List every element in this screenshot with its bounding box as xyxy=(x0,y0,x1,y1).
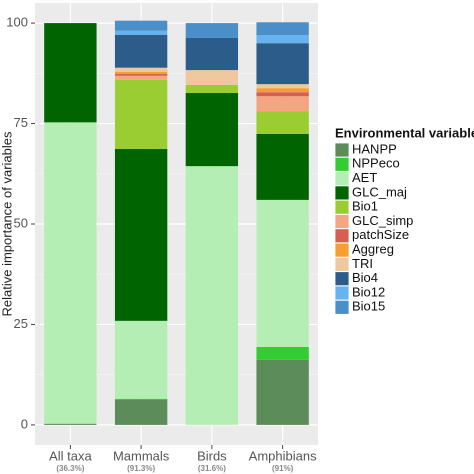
legend-title: Environmental variable xyxy=(335,125,474,140)
legend-key xyxy=(334,271,350,287)
bar-segment xyxy=(256,199,309,347)
legend-label: Bio12 xyxy=(352,284,385,299)
x-tick-note: (91.3%) xyxy=(127,464,155,473)
bar-segment xyxy=(114,34,168,68)
bar-segment xyxy=(44,122,97,424)
legend-label: Bio15 xyxy=(352,299,385,314)
y-tick-label: 75 xyxy=(14,115,28,130)
bar-segment xyxy=(256,96,309,112)
bar-segment xyxy=(185,70,239,85)
x-tick-note: (31.6%) xyxy=(198,464,226,473)
legend-key xyxy=(334,171,350,187)
bar-segment xyxy=(256,88,309,93)
x-tick-label: Mammals xyxy=(113,448,170,463)
bar-segment xyxy=(185,84,239,94)
bar-segment xyxy=(114,67,168,72)
legend-key xyxy=(334,256,350,272)
legend-key xyxy=(334,214,350,229)
bar-segment xyxy=(44,23,97,123)
x-tick-label: Amphibians xyxy=(249,448,317,463)
bar-segment xyxy=(114,20,168,31)
legend-label: TRI xyxy=(352,256,373,271)
y-axis-label: Relative importance of variables xyxy=(0,131,14,316)
bar-segment xyxy=(185,23,239,38)
legend-label: GLC_simp xyxy=(352,213,413,228)
y-tick-label: 50 xyxy=(14,215,28,230)
legend-label: Aggreg xyxy=(352,242,394,257)
y-tick-label: 100 xyxy=(6,15,28,30)
bar-segment xyxy=(114,148,168,321)
bar-segment xyxy=(256,43,309,85)
bar-segment xyxy=(256,133,309,200)
bar-segment xyxy=(114,73,168,76)
bar-segment xyxy=(256,35,309,44)
legend-label: AET xyxy=(352,170,377,185)
bar-segment xyxy=(114,398,168,400)
legend-key xyxy=(334,299,350,315)
bar-segment xyxy=(256,346,309,360)
bar-segment xyxy=(114,320,168,399)
bar-segment xyxy=(256,84,309,89)
legend-key xyxy=(334,156,350,172)
bar-segment xyxy=(114,79,168,149)
bar-segment xyxy=(44,423,97,425)
legend-label: NPPeco xyxy=(352,156,400,171)
bar-segment xyxy=(114,75,168,80)
bar-segment xyxy=(256,359,309,425)
legend-key xyxy=(334,285,350,301)
bar-segment xyxy=(185,37,239,71)
x-tick-note: (36.3%) xyxy=(56,464,84,473)
bar-segment xyxy=(256,92,309,97)
legend-label: GLC_maj xyxy=(352,184,407,199)
x-tick-note: (91%) xyxy=(272,464,294,473)
x-tick-label: Birds xyxy=(197,448,227,463)
legend-key xyxy=(334,242,350,258)
bar-segment xyxy=(185,166,239,425)
legend-key xyxy=(334,228,350,244)
legend-key xyxy=(334,142,350,158)
y-tick-label: 25 xyxy=(14,316,28,331)
x-tick-label: All taxa xyxy=(49,448,92,463)
legend-label: Bio4 xyxy=(352,270,378,285)
legend-key xyxy=(334,185,350,201)
legend-label: patchSize xyxy=(352,227,409,242)
bar-segment xyxy=(256,22,309,36)
bar-segment xyxy=(114,399,168,425)
bar-segment xyxy=(114,30,168,35)
legend-key xyxy=(334,199,350,215)
bar-segment xyxy=(256,111,309,134)
legend-label: Bio1 xyxy=(352,199,378,214)
legend-label: HANPP xyxy=(352,141,397,156)
y-tick-label: 0 xyxy=(21,416,28,431)
bar-segment xyxy=(185,93,239,167)
bar-segment xyxy=(114,71,168,74)
